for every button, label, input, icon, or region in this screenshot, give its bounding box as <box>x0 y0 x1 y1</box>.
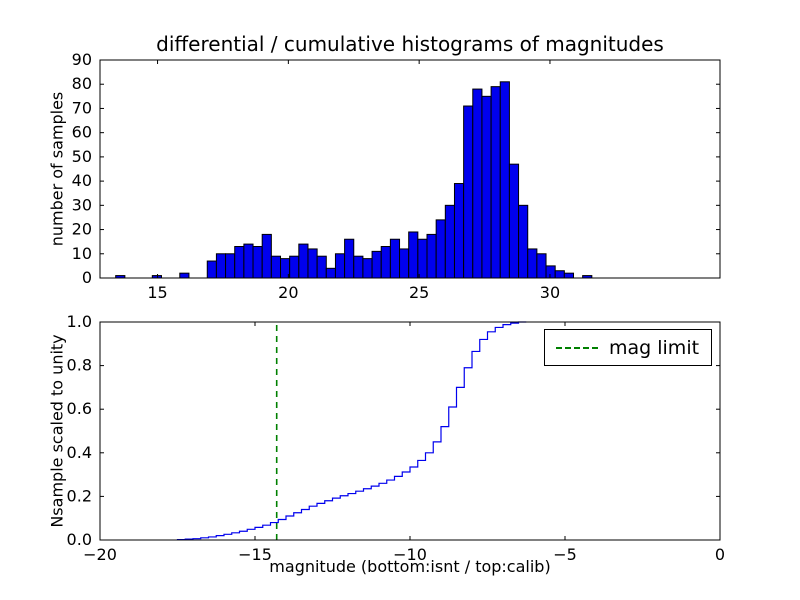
histogram-bar <box>536 253 547 279</box>
y-tick-label: 80 <box>72 74 92 93</box>
histogram-bar <box>481 95 492 279</box>
chart-title: differential / cumulative histograms of … <box>156 32 664 56</box>
histogram-bar <box>508 163 520 279</box>
cumulative-curve <box>176 321 527 541</box>
histogram-bar <box>389 238 401 279</box>
y-tick-label: 0.6 <box>67 399 92 418</box>
y-tick-label: 10 <box>72 244 92 263</box>
histogram-bar <box>179 272 190 279</box>
x-tick-label: −5 <box>553 545 577 564</box>
histogram-bar <box>408 231 419 279</box>
histogram-bar <box>426 233 437 279</box>
y-tick-label: 0.2 <box>67 486 92 505</box>
histogram-bar <box>344 238 355 279</box>
x-tick-label: 0 <box>715 545 725 564</box>
histogram-bar <box>298 243 309 279</box>
histogram-bar <box>472 88 483 279</box>
axes-frame <box>99 59 721 279</box>
histogram-bar <box>554 270 565 279</box>
x-tick-label: −15 <box>238 545 272 564</box>
histogram-bar <box>270 255 282 279</box>
histogram-bar <box>545 265 556 279</box>
x-tick-label: 20 <box>278 283 298 302</box>
x-tick-label: −20 <box>83 545 117 564</box>
histogram-bar <box>399 248 410 279</box>
legend: mag limit <box>544 329 712 366</box>
histogram-bar <box>353 255 364 279</box>
histogram-bar <box>252 246 263 279</box>
histogram-bar <box>206 260 217 279</box>
y-tick-label: 50 <box>72 147 92 166</box>
axes-frame <box>99 321 721 541</box>
histogram-bar <box>380 246 391 279</box>
histogram-bar <box>518 204 529 279</box>
y-tick-label: 90 <box>72 50 92 69</box>
histogram-bar <box>435 219 446 279</box>
top-ylabel: number of samples <box>47 91 67 247</box>
y-tick-label: 1.0 <box>67 312 92 331</box>
y-tick-label: 30 <box>72 195 92 214</box>
y-tick-label: 0.8 <box>67 356 92 375</box>
histogram-bar <box>463 105 474 279</box>
y-tick-label: 20 <box>72 220 92 239</box>
x-tick-label: 30 <box>540 283 560 302</box>
y-tick-label: 70 <box>72 98 92 117</box>
y-tick-label: 0 <box>82 268 92 287</box>
histogram-bar <box>444 204 455 279</box>
x-tick-label: −10 <box>393 545 427 564</box>
histogram-bar <box>215 253 227 279</box>
bottom-ylabel: Nsample scaled to unity <box>47 334 67 528</box>
x-tick-label: 15 <box>147 283 167 302</box>
histogram-bar <box>261 233 272 279</box>
histogram-bar <box>499 81 510 279</box>
histogram-bar <box>334 253 346 279</box>
histogram-bar <box>307 248 318 279</box>
bottom-xlabel: magnitude (bottom:isnt / top:calib) <box>269 557 551 576</box>
y-tick-label: 0.0 <box>67 530 92 549</box>
y-tick-label: 60 <box>72 123 92 142</box>
histogram-bar <box>371 250 382 279</box>
histogram-bar <box>234 246 245 279</box>
histogram-bar <box>453 183 465 279</box>
histogram-bar <box>362 258 373 279</box>
histogram-bar <box>325 267 336 279</box>
histogram-bar <box>563 272 575 279</box>
x-tick-label: 25 <box>409 283 429 302</box>
y-tick-label: 0.4 <box>67 443 92 462</box>
mag-limit-dashed-line-icon <box>556 346 598 349</box>
histogram-bar <box>527 248 538 279</box>
histogram-bar <box>316 255 327 279</box>
histogram-bar <box>289 255 300 279</box>
histogram-bar <box>225 253 236 279</box>
histogram-bar <box>490 86 501 279</box>
y-tick-label: 40 <box>72 171 92 190</box>
histogram-bar <box>243 243 254 279</box>
legend-label-mag-limit: mag limit <box>609 336 700 359</box>
histogram-bar <box>417 238 428 279</box>
